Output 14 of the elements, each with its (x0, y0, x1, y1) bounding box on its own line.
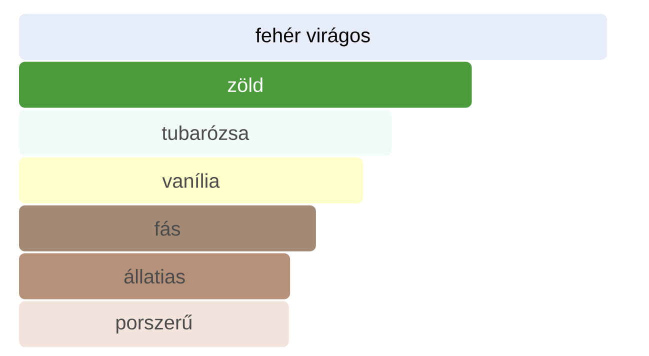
bar (19, 110, 392, 156)
bar (19, 253, 290, 300)
y-tick-label: porszerű (116, 314, 192, 334)
y-tick-label: fehér virágos (256, 28, 370, 46)
y-tick-label: tubarózsa (162, 125, 250, 140)
y-tick-label: zöld (228, 77, 262, 92)
bar (19, 301, 289, 348)
bar (19, 62, 472, 108)
bar (19, 205, 316, 252)
y-tick-label: fás (154, 220, 180, 236)
bar (19, 14, 608, 60)
y-tick-label: vanília (162, 173, 220, 188)
y-tick-label: állatias (124, 268, 185, 284)
bar (19, 158, 363, 204)
